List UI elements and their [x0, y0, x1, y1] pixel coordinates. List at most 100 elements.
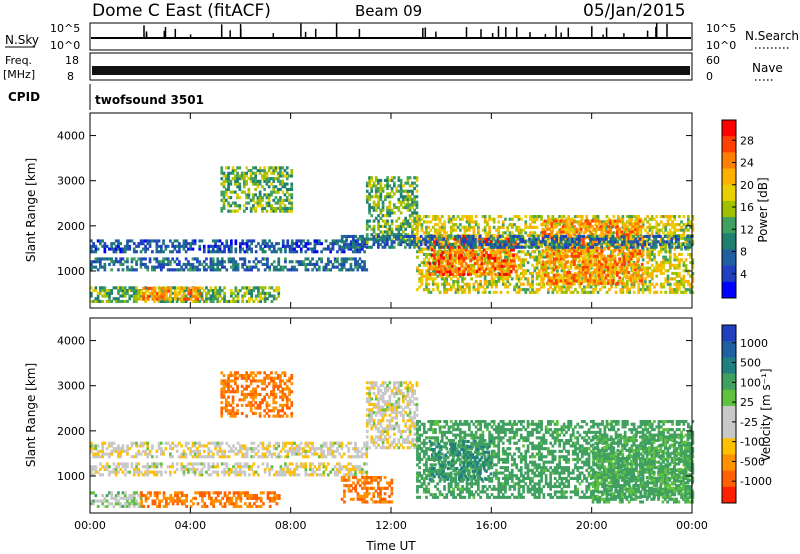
- heatmap-cell: [205, 257, 208, 261]
- heatmap-cell: [555, 265, 558, 269]
- heatmap-cell: [616, 235, 619, 239]
- heatmap-cell: [607, 233, 610, 237]
- heatmap-cell: [448, 251, 452, 255]
- heatmap-cell: [261, 291, 265, 295]
- heatmap-cell: [358, 244, 362, 248]
- heatmap-cell: [304, 250, 308, 254]
- heatmap-cell: [593, 276, 597, 280]
- heatmap-cell: [609, 281, 612, 285]
- heatmap-cell: [636, 257, 639, 261]
- heatmap-cell: [587, 258, 591, 262]
- heatmap-cell: [227, 187, 230, 191]
- heatmap-cell: [659, 220, 663, 224]
- heatmap-cell: [189, 297, 193, 301]
- heatmap-cell: [557, 245, 561, 249]
- heatmap-cell: [238, 177, 242, 181]
- heatmap-cell: [600, 245, 604, 249]
- heatmap-cell: [274, 177, 278, 181]
- heatmap-cell: [223, 299, 226, 303]
- heatmap-cell: [602, 279, 606, 283]
- heatmap-cell: [249, 169, 253, 173]
- heatmap-cell: [397, 189, 401, 193]
- heatmap-cell: [582, 241, 585, 245]
- heatmap-cell: [267, 179, 271, 183]
- heatmap-cell: [483, 225, 487, 229]
- heatmap-cell: [447, 288, 451, 292]
- heatmap-cell: [211, 244, 215, 248]
- heatmap-cell: [220, 289, 224, 293]
- heatmap-cell: [557, 219, 560, 223]
- heatmap-cell: [650, 231, 654, 235]
- heatmap-cell: [377, 222, 380, 226]
- heatmap-cell: [227, 174, 230, 178]
- heatmap-cell: [390, 219, 394, 223]
- heatmap-cell: [631, 254, 635, 258]
- heatmap-cell: [648, 271, 652, 275]
- heatmap-cell: [622, 271, 626, 275]
- heatmap-cell: [189, 244, 192, 248]
- heatmap-cell: [465, 228, 469, 232]
- heatmap-cell: [570, 260, 574, 264]
- heatmap-cell: [558, 236, 561, 240]
- nsky-tick-top: 10^5: [50, 22, 80, 35]
- heatmap-cell: [504, 217, 507, 221]
- heatmap-cell: [593, 249, 597, 253]
- heatmap-cell: [275, 289, 278, 293]
- heatmap-cell: [384, 184, 387, 188]
- heatmap-cell: [275, 265, 278, 269]
- heatmap-cell: [513, 215, 516, 219]
- heatmap-cell: [245, 166, 248, 170]
- heatmap-cell: [368, 211, 371, 215]
- heatmap-cell: [440, 261, 444, 265]
- heatmap-cell: [604, 222, 608, 226]
- heatmap-cell: [126, 260, 129, 264]
- heatmap-cell: [270, 204, 273, 208]
- heatmap-cell: [265, 204, 269, 208]
- heatmap-cell: [110, 260, 113, 264]
- heatmap-cell: [437, 267, 441, 271]
- heatmap-cell: [234, 250, 238, 254]
- heatmap-cell: [252, 299, 256, 303]
- heatmap-cell: [306, 242, 310, 246]
- heatmap-cell: [568, 240, 572, 244]
- heatmap-cell: [512, 237, 516, 241]
- heatmap-cell: [196, 265, 199, 269]
- heatmap-cell: [370, 187, 374, 191]
- heatmap-cell: [531, 271, 534, 275]
- heatmap-cell: [101, 299, 104, 303]
- heatmap-cell: [644, 277, 647, 281]
- heatmap-cell: [245, 250, 249, 254]
- heatmap-cell: [494, 240, 497, 244]
- heatmap-cell: [668, 255, 672, 259]
- heatmap-cell: [689, 255, 692, 259]
- heatmap-cell: [281, 166, 285, 170]
- heatmap-cell: [135, 250, 138, 254]
- heatmap-cell: [333, 265, 337, 269]
- heatmap-cell: [92, 242, 95, 246]
- heatmap-cell: [214, 286, 217, 290]
- heatmap-cell: [573, 230, 576, 234]
- heatmap-cell: [397, 184, 401, 188]
- heatmap-cell: [290, 265, 294, 269]
- heatmap-cell: [406, 192, 410, 196]
- heatmap-cell: [270, 182, 273, 186]
- heatmap-cell: [631, 276, 635, 280]
- heatmap-cell: [370, 178, 374, 182]
- heatmap-cell: [443, 247, 446, 251]
- heatmap-cell: [566, 254, 569, 258]
- heatmap-cell: [182, 242, 186, 246]
- heatmap-cell: [239, 289, 242, 293]
- heatmap-cell: [503, 245, 507, 249]
- heatmap-cell: [597, 219, 601, 223]
- heatmap-cell: [621, 277, 625, 281]
- heatmap-cell: [425, 274, 428, 278]
- heatmap-cell: [399, 203, 403, 207]
- nave-label: Nave: [752, 61, 783, 75]
- heatmap-cell: [333, 242, 337, 246]
- heatmap-cell: [440, 237, 443, 241]
- heatmap-cell: [456, 234, 459, 238]
- heatmap-cell: [455, 270, 459, 274]
- heatmap-cell: [573, 276, 576, 280]
- heatmap-cell: [379, 216, 383, 220]
- heatmap-cell: [496, 256, 499, 260]
